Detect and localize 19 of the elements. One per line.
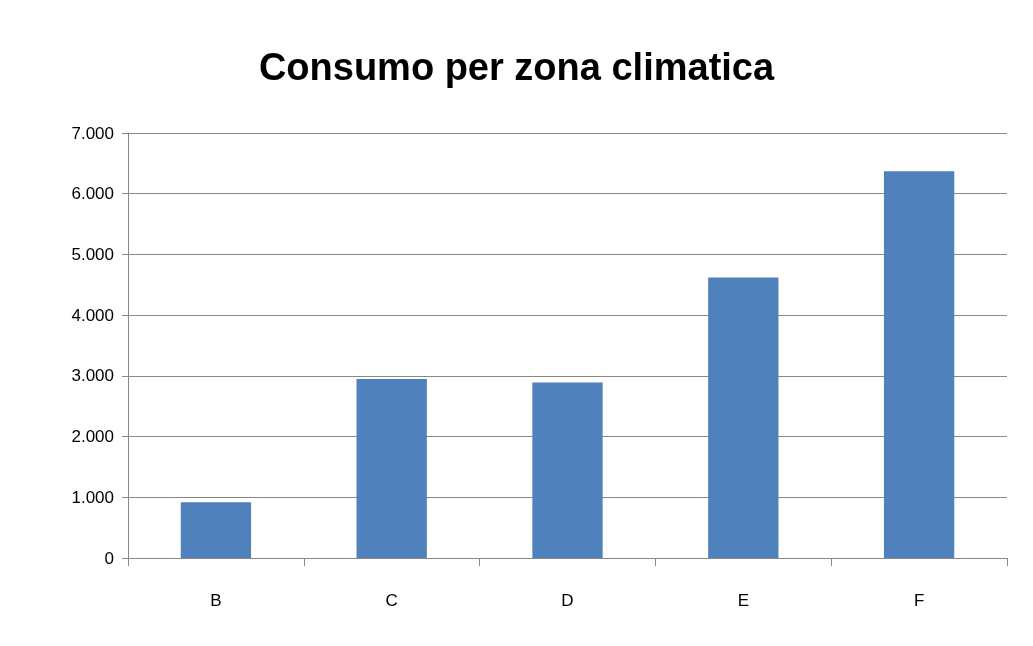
y-tick-label: 6.000: [71, 184, 114, 204]
y-tick-label: 2.000: [71, 427, 114, 447]
bar: [883, 171, 955, 558]
y-tick-label: 4.000: [71, 305, 114, 325]
x-tick-label: B: [210, 591, 222, 610]
y-tick-label: 0: [104, 548, 114, 568]
x-tick-label: E: [737, 591, 749, 610]
y-tick-label: 5.000: [71, 244, 114, 264]
bar: [180, 502, 252, 558]
x-tick-label: F: [913, 591, 925, 610]
x-tick-label: C: [385, 591, 398, 610]
y-tick-label: 3.000: [71, 366, 114, 386]
bar: [532, 382, 603, 558]
bar: [708, 277, 779, 558]
x-tick-label: D: [561, 591, 574, 610]
chart-title: Consumo per zona climatica: [258, 46, 775, 88]
bar: [356, 378, 427, 558]
y-tick-label: 1.000: [71, 487, 114, 507]
y-tick-label: 7.000: [71, 123, 114, 143]
